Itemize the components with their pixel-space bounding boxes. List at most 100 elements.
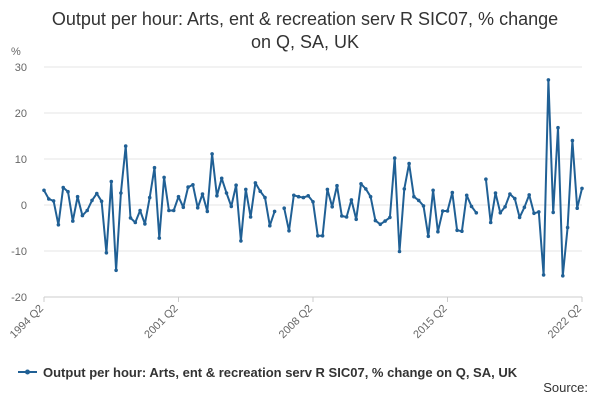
- data-point[interactable]: [215, 194, 219, 198]
- data-point[interactable]: [320, 234, 325, 238]
- data-point[interactable]: [436, 229, 440, 234]
- data-point[interactable]: [258, 189, 263, 193]
- data-point[interactable]: [287, 229, 291, 233]
- data-point[interactable]: [296, 194, 301, 199]
- data-point[interactable]: [412, 194, 416, 199]
- data-point[interactable]: [474, 211, 479, 215]
- data-point[interactable]: [176, 194, 181, 199]
- data-point[interactable]: [248, 215, 253, 219]
- data-point[interactable]: [527, 193, 531, 197]
- data-point[interactable]: [80, 213, 85, 218]
- data-point[interactable]: [51, 199, 56, 203]
- data-point[interactable]: [537, 210, 541, 214]
- data-point[interactable]: [373, 218, 378, 223]
- data-point[interactable]: [186, 185, 190, 189]
- data-point[interactable]: [152, 165, 157, 170]
- data-point[interactable]: [71, 219, 75, 223]
- data-point[interactable]: [167, 208, 171, 213]
- data-point[interactable]: [234, 183, 238, 187]
- data-point[interactable]: [224, 191, 229, 195]
- data-point[interactable]: [99, 199, 104, 204]
- data-point[interactable]: [359, 182, 363, 186]
- data-point[interactable]: [210, 152, 214, 156]
- data-point[interactable]: [469, 204, 474, 209]
- data-point[interactable]: [344, 215, 349, 219]
- data-point[interactable]: [47, 197, 51, 201]
- data-point[interactable]: [195, 206, 200, 210]
- data-point[interactable]: [364, 187, 368, 191]
- data-point[interactable]: [397, 249, 402, 254]
- data-point[interactable]: [498, 211, 503, 215]
- legend[interactable]: Output per hour: Arts, ent & recreation …: [18, 365, 518, 380]
- data-point[interactable]: [546, 78, 551, 82]
- data-point[interactable]: [306, 194, 311, 198]
- data-point[interactable]: [95, 191, 99, 196]
- data-point[interactable]: [450, 190, 455, 195]
- data-point[interactable]: [455, 228, 459, 233]
- data-point[interactable]: [551, 210, 555, 215]
- data-point[interactable]: [147, 195, 152, 200]
- data-point[interactable]: [378, 222, 383, 227]
- data-point[interactable]: [556, 125, 560, 130]
- data-point[interactable]: [42, 188, 46, 193]
- data-point[interactable]: [460, 229, 464, 233]
- data-point[interactable]: [325, 187, 330, 192]
- data-point[interactable]: [392, 156, 397, 160]
- data-point[interactable]: [440, 209, 445, 213]
- data-point[interactable]: [570, 138, 575, 143]
- data-point[interactable]: [340, 214, 344, 218]
- data-point[interactable]: [416, 198, 421, 203]
- data-point[interactable]: [119, 191, 123, 195]
- data-point[interactable]: [464, 193, 469, 198]
- data-point[interactable]: [253, 181, 258, 185]
- data-point[interactable]: [229, 204, 234, 209]
- data-point[interactable]: [301, 195, 306, 200]
- data-point[interactable]: [513, 196, 517, 201]
- data-point[interactable]: [335, 183, 339, 188]
- data-point[interactable]: [75, 194, 80, 199]
- data-point[interactable]: [561, 274, 565, 278]
- data-point[interactable]: [268, 223, 272, 228]
- data-point[interactable]: [219, 176, 224, 181]
- data-point[interactable]: [388, 215, 392, 220]
- data-point[interactable]: [532, 211, 536, 216]
- data-point[interactable]: [575, 206, 579, 210]
- data-point[interactable]: [383, 219, 387, 223]
- data-point[interactable]: [330, 205, 335, 209]
- data-point[interactable]: [191, 183, 195, 187]
- data-point[interactable]: [349, 198, 354, 202]
- data-point[interactable]: [493, 191, 498, 195]
- data-point[interactable]: [541, 273, 546, 277]
- data-point[interactable]: [407, 161, 411, 166]
- data-point[interactable]: [128, 216, 133, 220]
- data-point[interactable]: [138, 208, 142, 213]
- data-point[interactable]: [421, 204, 426, 208]
- data-point[interactable]: [56, 223, 61, 227]
- data-point[interactable]: [292, 193, 296, 198]
- data-point[interactable]: [580, 186, 584, 191]
- data-point[interactable]: [508, 192, 512, 196]
- data-point[interactable]: [282, 206, 287, 210]
- data-point[interactable]: [90, 198, 94, 203]
- data-point[interactable]: [181, 205, 186, 210]
- data-point[interactable]: [162, 175, 166, 180]
- data-point[interactable]: [123, 144, 128, 148]
- data-point[interactable]: [368, 194, 373, 199]
- data-point[interactable]: [311, 200, 315, 204]
- data-point[interactable]: [104, 251, 109, 255]
- data-point[interactable]: [503, 205, 507, 209]
- data-point[interactable]: [316, 234, 320, 238]
- data-point[interactable]: [109, 179, 114, 184]
- data-point[interactable]: [426, 234, 431, 239]
- data-point[interactable]: [488, 220, 493, 225]
- data-point[interactable]: [200, 192, 205, 196]
- data-point[interactable]: [263, 195, 267, 200]
- data-point[interactable]: [85, 208, 89, 213]
- data-point[interactable]: [114, 268, 118, 273]
- data-point[interactable]: [239, 239, 243, 243]
- data-point[interactable]: [484, 177, 488, 181]
- data-point[interactable]: [205, 209, 210, 214]
- data-point[interactable]: [402, 187, 407, 191]
- data-point[interactable]: [522, 205, 527, 210]
- data-point[interactable]: [171, 208, 176, 213]
